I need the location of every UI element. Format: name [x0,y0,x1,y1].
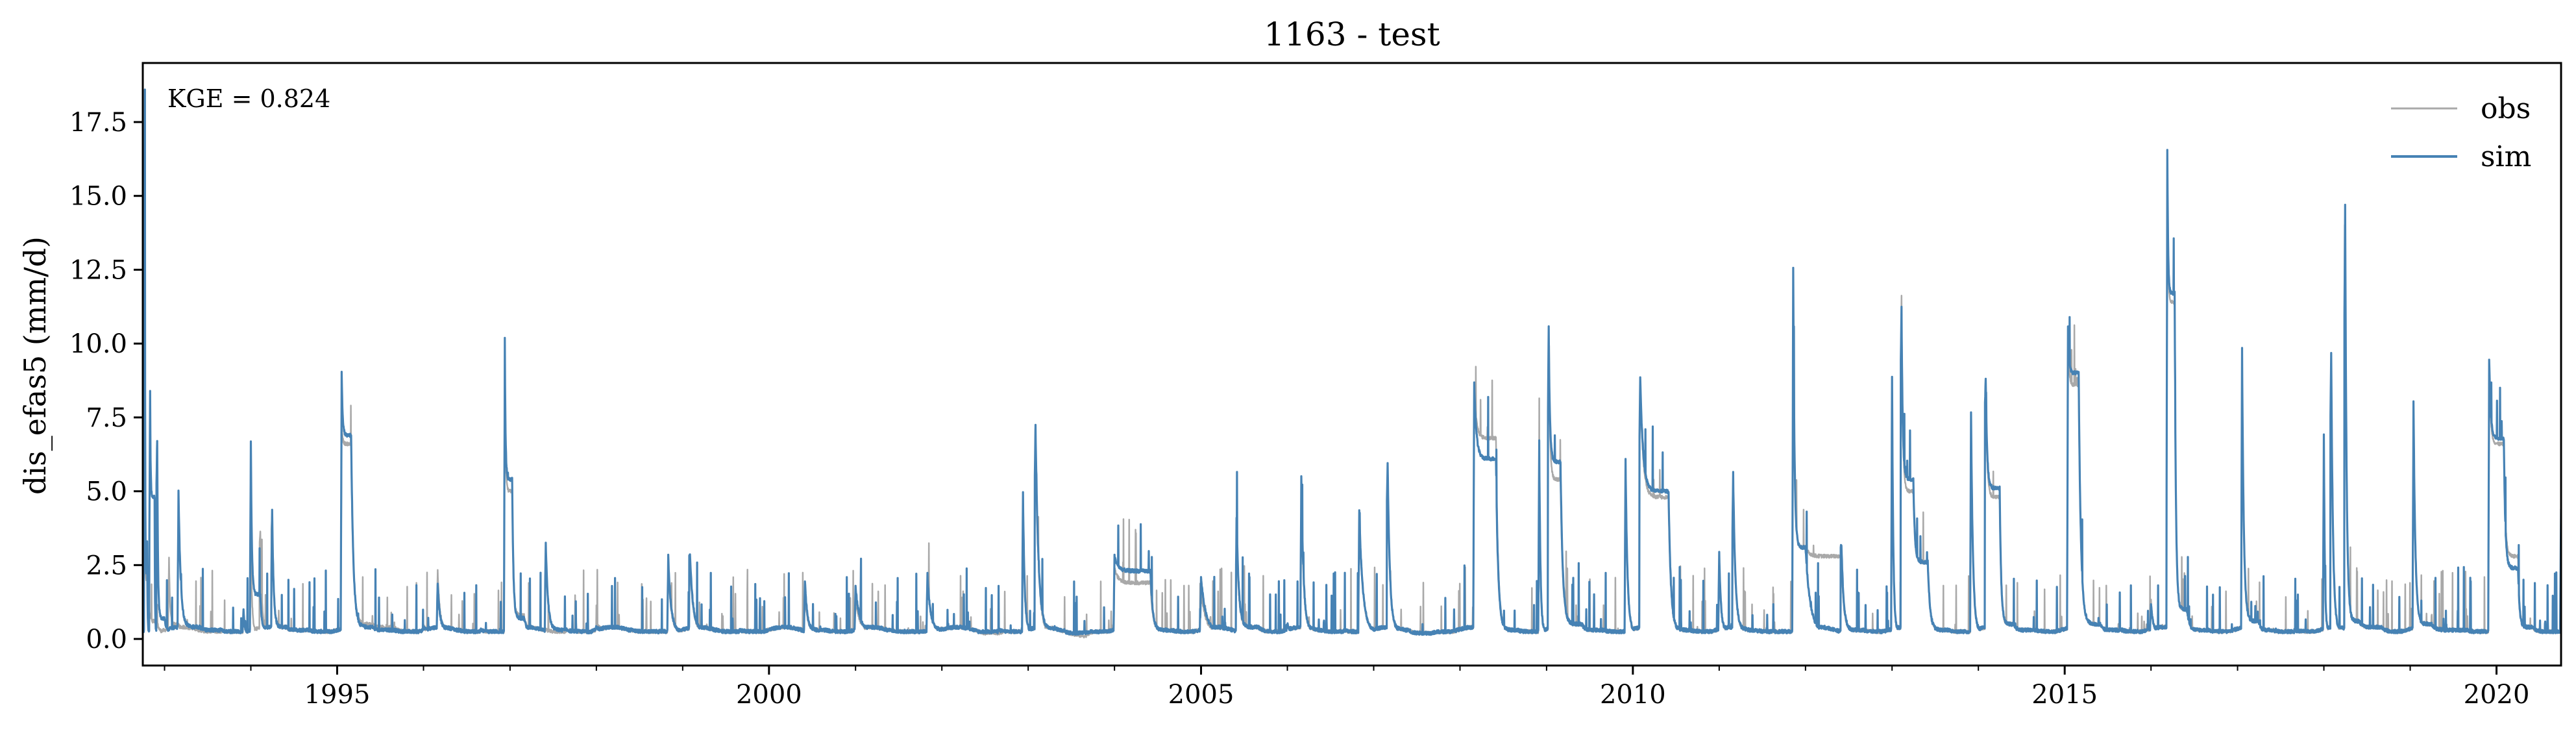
x-tick-label: 2010 [1600,680,1666,710]
y-tick-label: 15.0 [69,182,127,212]
y-axis-label: dis_efas5 (mm/d) [18,236,53,495]
y-axis-ticks: 0.0 2.5 5.0 7.5 10.0 12.5 15.0 17.5 [69,108,143,654]
legend: obs sim [2391,92,2531,173]
y-tick-label: 2.5 [86,551,127,580]
y-tick-label: 12.5 [69,255,127,285]
x-tick-label: 2005 [1168,680,1234,710]
x-axis-ticks: 1995 2000 2005 2010 2015 2020 [164,666,2530,710]
x-tick-label: 2020 [2464,680,2530,710]
y-tick-label: 0.0 [86,625,127,654]
plot-frame [141,62,2562,667]
y-tick-label: 10.0 [69,329,127,359]
y-tick-label: 7.5 [86,403,127,433]
series-line-sim [143,88,2561,636]
x-tick-label: 1995 [304,680,371,710]
chart-title: 1163 - test [1264,16,1440,53]
legend-label-sim: sim [2481,140,2531,173]
series-layer [143,88,2561,639]
y-tick-label: 17.5 [69,108,127,138]
kge-annotation: KGE = 0.824 [167,84,330,113]
y-tick-label: 5.0 [86,477,127,507]
x-tick-label: 2015 [2031,680,2098,710]
legend-label-obs: obs [2481,92,2531,125]
x-tick-label: 2000 [736,680,802,710]
